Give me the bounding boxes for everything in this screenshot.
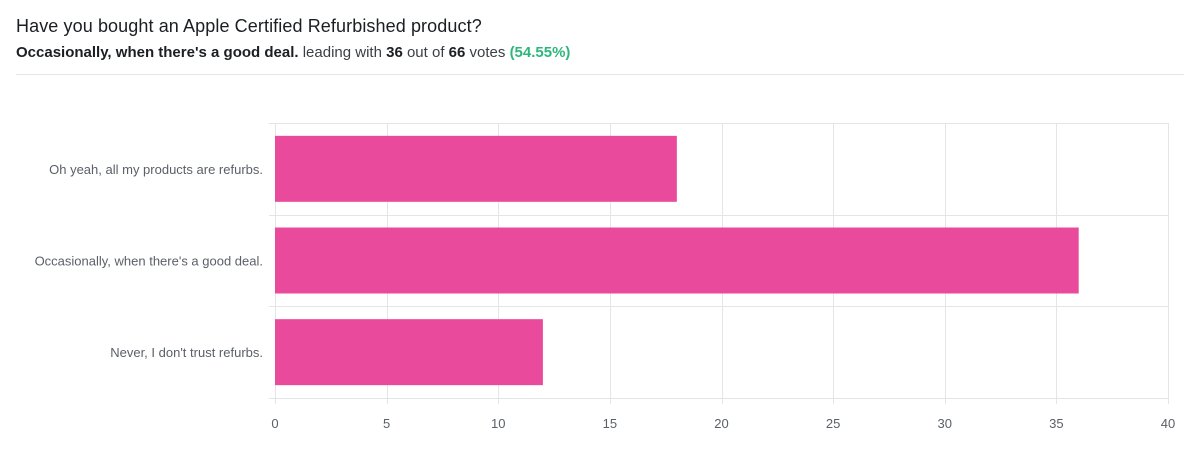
bar — [275, 135, 677, 202]
poll-title: Have you bought an Apple Certified Refur… — [16, 16, 482, 36]
bars — [275, 135, 1079, 386]
poll-summary: Occasionally, when there's a good deal. … — [16, 43, 1184, 63]
x-tick-label: 15 — [603, 416, 617, 431]
category-label: Never, I don't trust refurbs. — [110, 345, 263, 360]
x-tick-label: 10 — [491, 416, 505, 431]
leader-percent: (54.55%) — [509, 44, 571, 61]
category-labels: Oh yeah, all my products are refurbs. Occ… — [35, 162, 263, 360]
x-tick-labels: 0 5 10 15 20 25 30 35 40 — [271, 416, 1175, 431]
votes-text: votes — [469, 44, 506, 61]
x-tick-label: 25 — [826, 416, 840, 431]
x-tick-label: 40 — [1161, 416, 1175, 431]
total-votes: 66 — [448, 44, 466, 61]
x-tick-label: 0 — [271, 416, 278, 431]
leader-votes: 36 — [386, 44, 403, 61]
leader-label: Occasionally, when there's a good deal. — [16, 44, 299, 61]
x-tick-label: 35 — [1049, 416, 1063, 431]
x-tick-label: 30 — [938, 416, 952, 431]
category-label: Occasionally, when there's a good deal. — [35, 254, 263, 269]
header-divider — [16, 74, 1184, 75]
x-tick-label: 20 — [714, 416, 728, 431]
poll-header: Have you bought an Apple Certified Refur… — [16, 14, 1184, 63]
bar — [275, 319, 543, 386]
out-of-text: out of — [406, 44, 445, 61]
bar — [275, 227, 1079, 294]
leading-with-text: leading with — [302, 44, 382, 61]
category-label: Oh yeah, all my products are refurbs. — [49, 162, 263, 177]
x-tick-label: 5 — [383, 416, 390, 431]
